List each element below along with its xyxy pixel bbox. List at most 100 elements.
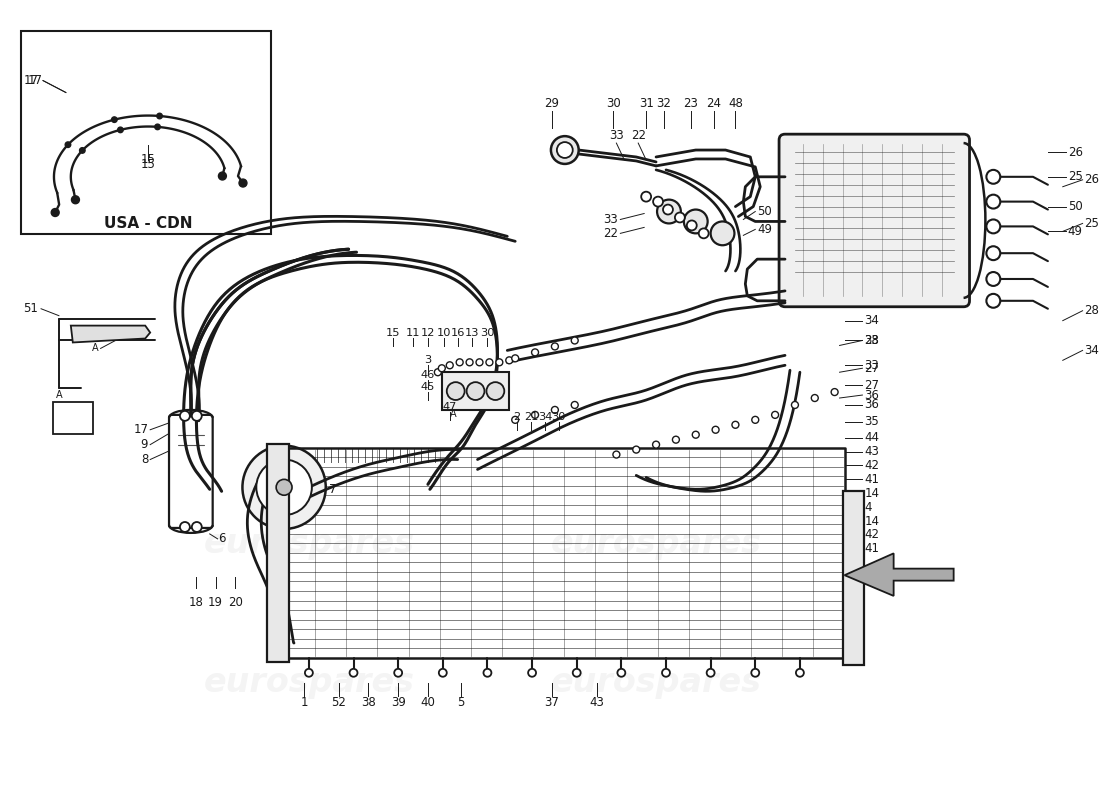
Text: 42: 42 xyxy=(865,529,879,542)
Text: 38: 38 xyxy=(361,695,376,709)
Bar xyxy=(53,402,92,434)
Text: 26: 26 xyxy=(1085,174,1100,186)
Circle shape xyxy=(832,389,838,395)
Text: 41: 41 xyxy=(865,473,879,486)
Circle shape xyxy=(438,365,446,372)
Circle shape xyxy=(712,426,719,434)
Text: 23: 23 xyxy=(683,98,698,110)
Text: 12: 12 xyxy=(420,329,436,338)
Circle shape xyxy=(557,142,573,158)
Text: 14: 14 xyxy=(865,514,879,527)
Text: eurospares: eurospares xyxy=(551,527,761,560)
Text: 44: 44 xyxy=(865,431,879,444)
Bar xyxy=(442,372,509,410)
Text: 35: 35 xyxy=(865,415,879,428)
Circle shape xyxy=(706,669,715,677)
Circle shape xyxy=(573,669,581,677)
Circle shape xyxy=(531,349,539,356)
Text: 40: 40 xyxy=(420,695,436,709)
Text: 1: 1 xyxy=(300,695,308,709)
Text: 13: 13 xyxy=(464,329,478,338)
Bar xyxy=(843,491,865,665)
Text: 33: 33 xyxy=(609,129,624,142)
Text: 50: 50 xyxy=(757,205,772,218)
Circle shape xyxy=(191,522,201,532)
Text: 18: 18 xyxy=(188,597,204,610)
Text: USA - CDN: USA - CDN xyxy=(103,216,192,231)
Text: 27: 27 xyxy=(865,378,879,392)
Circle shape xyxy=(657,200,681,223)
Circle shape xyxy=(506,357,513,364)
Text: 30: 30 xyxy=(481,329,495,338)
Circle shape xyxy=(305,669,312,677)
Circle shape xyxy=(447,382,464,400)
Text: 7: 7 xyxy=(329,482,337,496)
Circle shape xyxy=(613,451,620,458)
Circle shape xyxy=(157,114,163,118)
Text: 47: 47 xyxy=(442,402,456,412)
Text: 15: 15 xyxy=(141,158,155,171)
Circle shape xyxy=(276,479,292,495)
Text: 21: 21 xyxy=(524,412,538,422)
Text: 10: 10 xyxy=(437,329,451,338)
Circle shape xyxy=(792,402,799,409)
Text: 8: 8 xyxy=(141,453,149,466)
Circle shape xyxy=(434,369,441,376)
Text: 42: 42 xyxy=(865,459,879,472)
Text: 17: 17 xyxy=(133,423,148,436)
Circle shape xyxy=(466,382,484,400)
Text: 3: 3 xyxy=(425,355,431,366)
Circle shape xyxy=(692,431,700,438)
Circle shape xyxy=(155,124,161,130)
Circle shape xyxy=(118,127,123,133)
Text: 25: 25 xyxy=(1085,217,1100,230)
Text: 43: 43 xyxy=(590,695,604,709)
Circle shape xyxy=(496,359,503,366)
Circle shape xyxy=(771,411,779,418)
Text: 32: 32 xyxy=(657,98,671,110)
Text: 34: 34 xyxy=(865,314,879,327)
Text: 33: 33 xyxy=(604,213,618,226)
Text: 33: 33 xyxy=(865,358,879,372)
Circle shape xyxy=(751,669,759,677)
Circle shape xyxy=(551,406,559,414)
Circle shape xyxy=(987,246,1000,260)
Circle shape xyxy=(675,213,685,222)
Circle shape xyxy=(987,219,1000,234)
Text: 5: 5 xyxy=(456,695,464,709)
Circle shape xyxy=(476,359,483,366)
Text: 27: 27 xyxy=(865,362,879,374)
Text: A: A xyxy=(450,409,456,419)
Text: 34: 34 xyxy=(1085,344,1100,357)
Text: 28: 28 xyxy=(865,334,879,347)
Text: 15: 15 xyxy=(386,329,400,338)
Text: 22: 22 xyxy=(630,129,646,142)
Text: 2: 2 xyxy=(514,412,520,422)
Circle shape xyxy=(180,411,190,421)
Circle shape xyxy=(652,441,660,448)
Circle shape xyxy=(394,669,403,677)
Circle shape xyxy=(796,669,804,677)
Text: 43: 43 xyxy=(865,445,879,458)
Circle shape xyxy=(686,221,696,230)
Circle shape xyxy=(672,436,680,443)
Text: 48: 48 xyxy=(728,98,743,110)
Circle shape xyxy=(987,272,1000,286)
Text: 51: 51 xyxy=(23,302,38,315)
Circle shape xyxy=(512,416,519,423)
Text: 26: 26 xyxy=(1068,146,1082,158)
Circle shape xyxy=(641,192,651,202)
Circle shape xyxy=(439,669,447,677)
Circle shape xyxy=(242,446,326,529)
Text: 31: 31 xyxy=(639,98,653,110)
Circle shape xyxy=(456,359,463,366)
Circle shape xyxy=(79,148,85,154)
Circle shape xyxy=(191,411,201,421)
Circle shape xyxy=(551,136,579,164)
Text: 4: 4 xyxy=(865,501,872,514)
Circle shape xyxy=(571,337,579,344)
Text: eurospares: eurospares xyxy=(204,527,415,560)
Circle shape xyxy=(663,205,673,214)
Circle shape xyxy=(632,446,640,453)
Text: 25: 25 xyxy=(1068,170,1082,183)
